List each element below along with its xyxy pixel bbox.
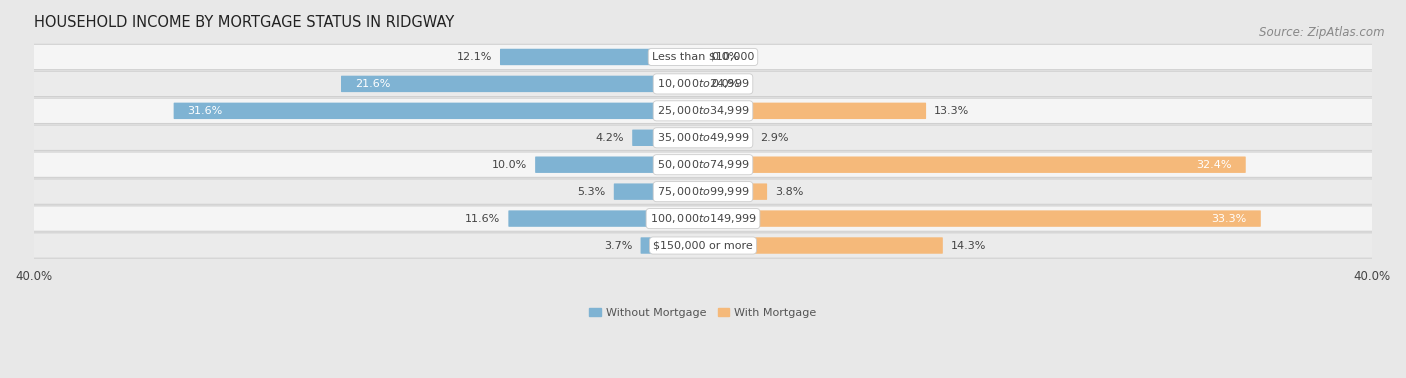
Text: 0.0%: 0.0%	[711, 79, 740, 89]
Text: 31.6%: 31.6%	[187, 106, 222, 116]
Text: $100,000 to $149,999: $100,000 to $149,999	[650, 212, 756, 225]
FancyBboxPatch shape	[34, 153, 1372, 177]
Text: 2.9%: 2.9%	[759, 133, 789, 143]
FancyBboxPatch shape	[703, 237, 943, 254]
Legend: Without Mortgage, With Mortgage: Without Mortgage, With Mortgage	[585, 303, 821, 322]
Text: 33.3%: 33.3%	[1212, 214, 1247, 223]
FancyBboxPatch shape	[34, 98, 1372, 124]
Text: 12.1%: 12.1%	[457, 52, 492, 62]
Text: 21.6%: 21.6%	[354, 79, 391, 89]
Text: $75,000 to $99,999: $75,000 to $99,999	[657, 185, 749, 198]
FancyBboxPatch shape	[34, 178, 1372, 205]
FancyBboxPatch shape	[633, 130, 703, 146]
FancyBboxPatch shape	[703, 102, 927, 119]
FancyBboxPatch shape	[501, 49, 703, 65]
Text: Less than $10,000: Less than $10,000	[652, 52, 754, 62]
FancyBboxPatch shape	[34, 206, 1372, 231]
Text: 0.0%: 0.0%	[711, 52, 740, 62]
Text: 13.3%: 13.3%	[934, 106, 969, 116]
FancyBboxPatch shape	[34, 233, 1372, 258]
Text: $150,000 or more: $150,000 or more	[654, 240, 752, 251]
Text: 32.4%: 32.4%	[1197, 160, 1232, 170]
FancyBboxPatch shape	[509, 211, 703, 227]
FancyBboxPatch shape	[34, 152, 1372, 178]
Text: HOUSEHOLD INCOME BY MORTGAGE STATUS IN RIDGWAY: HOUSEHOLD INCOME BY MORTGAGE STATUS IN R…	[34, 15, 454, 30]
FancyBboxPatch shape	[703, 130, 752, 146]
Text: 4.2%: 4.2%	[596, 133, 624, 143]
FancyBboxPatch shape	[34, 99, 1372, 123]
FancyBboxPatch shape	[34, 45, 1372, 69]
Text: $50,000 to $74,999: $50,000 to $74,999	[657, 158, 749, 171]
FancyBboxPatch shape	[174, 102, 703, 119]
Text: 10.0%: 10.0%	[492, 160, 527, 170]
FancyBboxPatch shape	[641, 237, 703, 254]
Text: $35,000 to $49,999: $35,000 to $49,999	[657, 131, 749, 144]
FancyBboxPatch shape	[703, 183, 768, 200]
FancyBboxPatch shape	[34, 125, 1372, 151]
FancyBboxPatch shape	[34, 205, 1372, 232]
Text: 3.8%: 3.8%	[775, 187, 803, 197]
FancyBboxPatch shape	[703, 211, 1261, 227]
FancyBboxPatch shape	[34, 72, 1372, 96]
Text: 5.3%: 5.3%	[578, 187, 606, 197]
Text: 3.7%: 3.7%	[605, 240, 633, 251]
Text: Source: ZipAtlas.com: Source: ZipAtlas.com	[1260, 26, 1385, 39]
FancyBboxPatch shape	[703, 156, 1246, 173]
Text: 14.3%: 14.3%	[950, 240, 986, 251]
FancyBboxPatch shape	[34, 44, 1372, 70]
Text: $25,000 to $34,999: $25,000 to $34,999	[657, 104, 749, 117]
FancyBboxPatch shape	[34, 125, 1372, 150]
Text: $10,000 to $24,999: $10,000 to $24,999	[657, 77, 749, 90]
FancyBboxPatch shape	[34, 180, 1372, 204]
FancyBboxPatch shape	[614, 183, 703, 200]
Text: 11.6%: 11.6%	[465, 214, 501, 223]
FancyBboxPatch shape	[34, 232, 1372, 259]
FancyBboxPatch shape	[536, 156, 703, 173]
FancyBboxPatch shape	[34, 71, 1372, 97]
FancyBboxPatch shape	[342, 76, 703, 92]
